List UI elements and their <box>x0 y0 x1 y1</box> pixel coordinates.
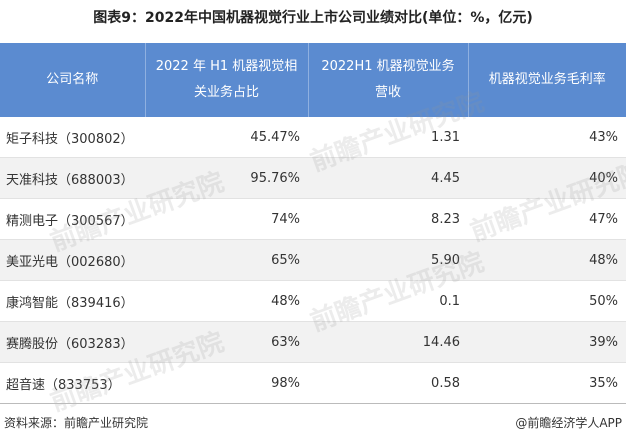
header-cell: 公司名称 <box>0 43 146 117</box>
table-cell: 98% <box>145 362 308 404</box>
table-cell: 65% <box>145 239 308 281</box>
table-cell: 39% <box>468 321 626 363</box>
table-cell: 0.58 <box>308 362 468 404</box>
table-cell: 超音速（833753） <box>0 362 145 404</box>
header-cell: 机器视觉业务毛利率 <box>468 43 626 117</box>
table-cell: 14.46 <box>308 321 468 363</box>
table-cell: 美亚光电（002680） <box>0 239 145 281</box>
table-cell: 精测电子（300567） <box>0 198 145 240</box>
footer: 资料来源：前瞻产业研究院 @前瞻经济学人APP <box>0 403 626 442</box>
table-row: 精测电子（300567） 74% 8.23 47% <box>0 198 626 240</box>
header-row: 公司名称 2022 年 H1 机器视觉相关业务占比 2022H1 机器视觉业务营收机… <box>0 43 626 117</box>
table-row: 赛腾股份（603283） 63% 14.46 39% <box>0 321 626 363</box>
table-cell: 康鸿智能（839416） <box>0 280 145 322</box>
source: 资料来源：前瞻产业研究院 <box>4 416 149 430</box>
table-cell: 5.90 <box>308 239 468 281</box>
table-cell: 74% <box>145 198 308 240</box>
table-cell: 天准科技（688003） <box>0 157 145 199</box>
table-cell: 43% <box>468 117 626 158</box>
table-cell: 0.1 <box>308 280 468 322</box>
table-cell: 矩子科技（300802） <box>0 117 145 158</box>
table-row: 康鸿智能（839416） 48% 0.1 50% <box>0 280 626 322</box>
table-cell: 95.76% <box>145 157 308 199</box>
table-cell: 50% <box>468 280 626 322</box>
header-cell: 2022 年 H1 机器视觉相关业务占比 <box>145 43 309 117</box>
table-body: 矩子科技（300802） 45.47% 1.31 43% 天准科技（688003） 95.… <box>0 117 626 404</box>
table-cell: 45.47% <box>145 117 308 158</box>
header-cell: 2022H1 机器视觉业务营收 <box>308 43 469 117</box>
title: 图表9：2022年中国机器视觉行业上市公司业绩对比(单位：%，亿元) <box>93 10 533 26</box>
brand: @前瞻经济学人APP <box>515 416 622 430</box>
table-cell: 4.45 <box>308 157 468 199</box>
table-cell: 63% <box>145 321 308 363</box>
table-cell: 48% <box>145 280 308 322</box>
table-row: 超音速（833753） 98% 0.58 35% <box>0 362 626 404</box>
table-row: 矩子科技（300802） 45.47% 1.31 43% <box>0 117 626 158</box>
table-row: 美亚光电（002680） 65% 5.90 48% <box>0 239 626 281</box>
table-cell: 1.31 <box>308 117 468 158</box>
table-cell: 47% <box>468 198 626 240</box>
table-cell: 48% <box>468 239 626 281</box>
data-table: 公司名称 2022 年 H1 机器视觉相关业务占比 2022H1 机器视觉业务营收机… <box>0 43 626 404</box>
table-cell: 8.23 <box>308 198 468 240</box>
table-row: 天准科技（688003） 95.76% 4.45 40% <box>0 157 626 199</box>
table-cell: 赛腾股份（603283） <box>0 321 145 363</box>
table-cell: 40% <box>468 157 626 199</box>
table-cell: 35% <box>468 362 626 404</box>
